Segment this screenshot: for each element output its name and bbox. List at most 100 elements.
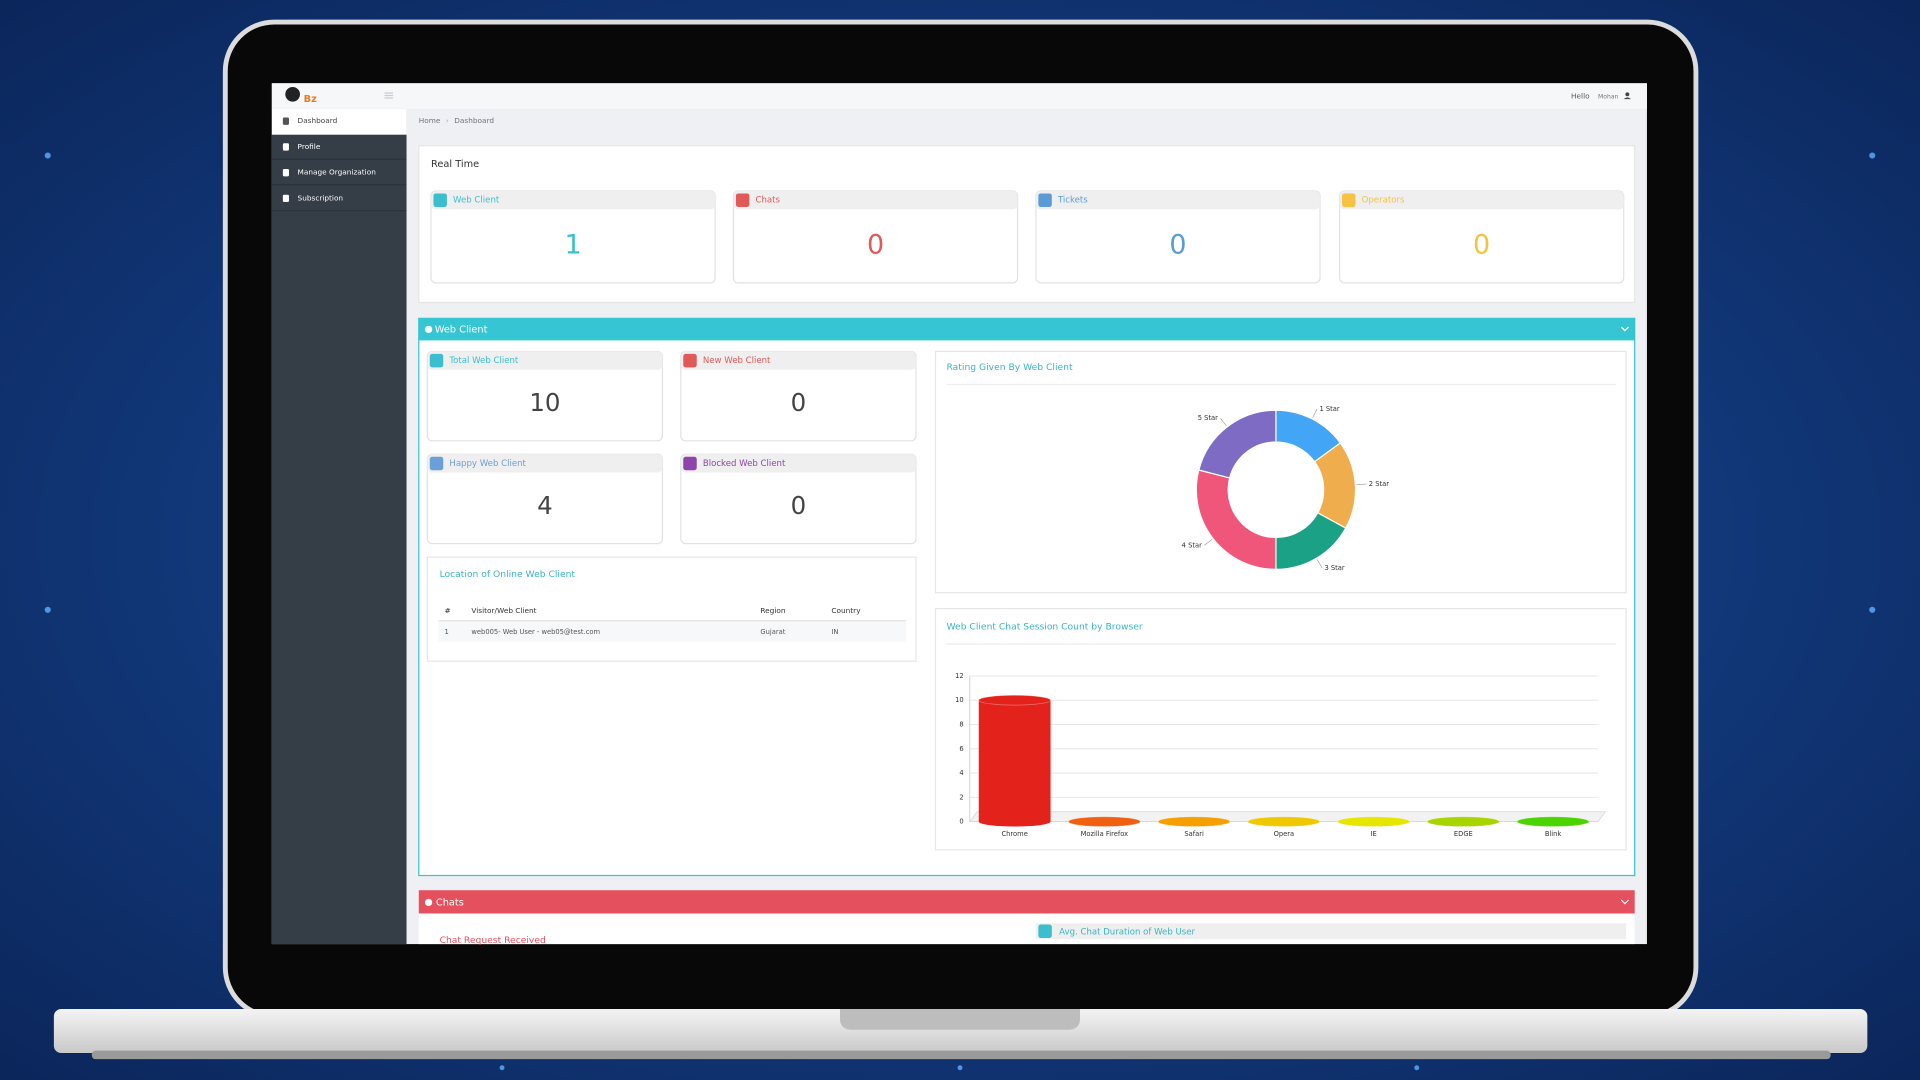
web-client-header[interactable] xyxy=(418,318,1635,341)
bar-top xyxy=(1068,816,1141,827)
donut-label: 3 Star xyxy=(1324,564,1344,572)
laptop-base xyxy=(53,1008,1868,1054)
donut-label: 1 Star xyxy=(1320,405,1340,413)
table-cell: 1 xyxy=(444,628,448,636)
breadcrumb-item[interactable]: Home xyxy=(419,116,441,125)
chats-title: Chats xyxy=(436,897,464,908)
chats-header[interactable] xyxy=(418,890,1635,914)
screen: Bz Hello Mohan Home › Dashboard Real Tim… xyxy=(271,83,1647,946)
card-icon xyxy=(683,353,697,368)
y-tick-label: 8 xyxy=(959,720,963,728)
chats-section-title: Chat Request Received xyxy=(440,935,546,946)
location-box xyxy=(426,556,917,662)
web-client-icon xyxy=(424,325,433,334)
user-icon xyxy=(1625,92,1630,97)
x-tick-label: IE xyxy=(1370,830,1376,838)
stat-card-header xyxy=(733,191,1018,210)
card-icon xyxy=(683,456,697,471)
menu-icon xyxy=(282,168,289,177)
laptop-foot xyxy=(91,1050,1831,1060)
y-tick-label: 4 xyxy=(959,769,963,777)
realtime-title: Real Time xyxy=(431,159,479,170)
bar-top xyxy=(1157,816,1231,827)
x-tick-label: Opera xyxy=(1274,830,1295,838)
logo-icon xyxy=(285,86,300,102)
stat-card-header xyxy=(680,351,916,370)
stat-card-header xyxy=(427,454,663,473)
stat-card-header xyxy=(427,351,663,370)
card-icon xyxy=(1038,193,1052,207)
user-icon-body xyxy=(1623,97,1632,100)
stat-card-header xyxy=(1339,191,1624,210)
stat-card-value: 4 xyxy=(537,491,553,520)
stat-card-value: 0 xyxy=(867,230,884,261)
x-tick-label: Safari xyxy=(1184,830,1204,838)
stat-card-value: 0 xyxy=(1473,230,1490,261)
menu-item[interactable]: Subscription xyxy=(298,193,344,202)
stat-card-value: 0 xyxy=(791,491,807,520)
collapse-icon[interactable] xyxy=(1620,326,1630,332)
location-title: Location of Online Web Client xyxy=(440,569,576,580)
stat-card-label: Chats xyxy=(756,196,781,206)
x-tick-label: Blink xyxy=(1545,830,1562,838)
topbar xyxy=(271,83,1647,109)
card-icon xyxy=(429,456,444,471)
menu-icon xyxy=(282,143,289,151)
menu-item[interactable]: Manage Organization xyxy=(298,168,377,177)
web-client-title: Web Client xyxy=(435,324,488,335)
y-tick-label: 2 xyxy=(959,793,963,801)
menu-toggle[interactable] xyxy=(384,92,394,99)
chats-card-header xyxy=(1035,923,1627,940)
bar xyxy=(978,700,1051,827)
greeting: Hello xyxy=(1571,92,1590,101)
user-name[interactable]: Mohan xyxy=(1598,94,1619,101)
breadcrumb-sep: › xyxy=(446,116,449,125)
menu-icon xyxy=(282,117,289,125)
bar-top xyxy=(1427,816,1500,827)
table-header: Visitor/Web Client xyxy=(471,606,536,615)
stat-card-value: 10 xyxy=(529,388,560,417)
y-tick-label: 6 xyxy=(959,745,963,753)
stat-card-value: 0 xyxy=(1169,230,1186,261)
stat-card-value: 0 xyxy=(791,388,807,417)
bar-top xyxy=(1247,816,1321,827)
table-cell: Gujarat xyxy=(760,628,785,636)
x-tick-label: EDGE xyxy=(1454,830,1473,838)
sidebar xyxy=(271,108,407,945)
stat-card-label: Tickets xyxy=(1057,196,1088,206)
y-tick-label: 10 xyxy=(955,696,964,704)
table-cell: web005- Web User - web05@test.com xyxy=(471,628,600,636)
stat-card-label: New Web Client xyxy=(703,356,771,366)
chats-card-label: Avg. Chat Duration of Web User xyxy=(1059,927,1195,937)
stat-card-header xyxy=(431,191,716,210)
chats-icon xyxy=(424,898,433,907)
sidebar-active xyxy=(271,108,407,135)
stat-card-header xyxy=(680,454,916,473)
rating-title: Rating Given By Web Client xyxy=(947,362,1073,373)
stat-card-header xyxy=(1035,191,1320,210)
donut-label: 5 Star xyxy=(1198,414,1218,422)
x-tick-label: Mozilla Firefox xyxy=(1081,830,1129,838)
menu-icon xyxy=(282,194,289,203)
logo-text: Bz xyxy=(304,94,317,105)
background-dots xyxy=(44,152,1876,1071)
table-header: Country xyxy=(831,606,861,615)
stat-card-value: 1 xyxy=(564,230,581,261)
card-icon xyxy=(429,353,444,368)
stat-card-label: Blocked Web Client xyxy=(703,459,786,469)
menu-item[interactable]: Profile xyxy=(298,142,321,151)
laptop-notch xyxy=(840,1008,1080,1030)
card-icon xyxy=(433,193,447,207)
stat-card-label: Operators xyxy=(1362,196,1405,206)
menu-item[interactable]: Dashboard xyxy=(298,116,338,125)
table-header: # xyxy=(444,606,450,615)
x-tick-label: Chrome xyxy=(1001,830,1027,838)
card-icon xyxy=(1038,924,1052,938)
collapse-icon[interactable] xyxy=(1620,899,1630,905)
card-icon xyxy=(735,193,750,207)
donut-slice xyxy=(1198,409,1277,479)
donut-leader xyxy=(1312,408,1318,418)
table-cell: IN xyxy=(831,628,838,636)
